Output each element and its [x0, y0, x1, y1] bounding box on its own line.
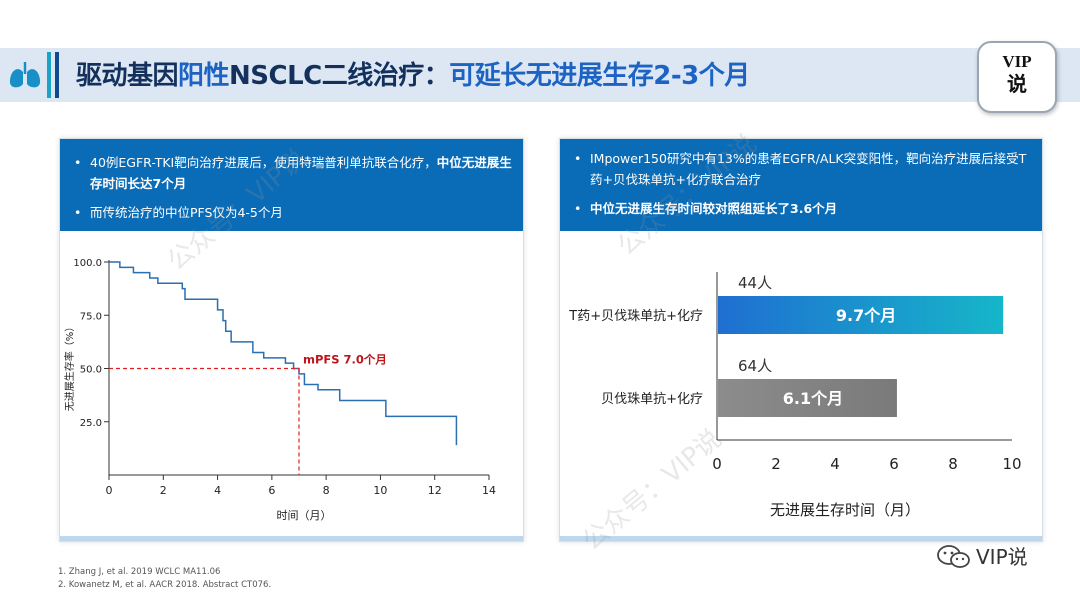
y-axis-label: 无进展生存率（%） [63, 322, 76, 412]
x-tick-label: 0 [106, 484, 113, 497]
badge-line1: VIP [1002, 52, 1032, 71]
x-tick-label: 8 [948, 455, 958, 473]
x-tick-label: 4 [830, 455, 840, 473]
right-bullet-2: • 中位无进展生存时间较对照组延长了3.6个月 [574, 201, 838, 216]
bar [718, 379, 897, 417]
bar-value-label: 6.1个月 [783, 389, 843, 408]
x-tick-label: 10 [1002, 455, 1021, 473]
x-tick-label: 10 [373, 484, 387, 497]
y-tick-label: 50.0 [80, 365, 102, 376]
left-bullet-2: • 而传统治疗的中位PFS仅为4-5个月 [74, 205, 283, 220]
y-tick-label: 75.0 [80, 311, 102, 322]
left-bullet-1: • 40例EGFR-TKI靶向治疗进展后，使用特瑞普利单抗联合化疗，中位无进展生… [74, 155, 512, 191]
x-tick-label: 6 [268, 484, 275, 497]
badge-line2: 说 [1007, 72, 1027, 96]
median-label: mPFS 7.0个月 [303, 353, 387, 367]
x-tick-label: 12 [428, 484, 442, 497]
bar-count-label: 64人 [738, 357, 772, 375]
page-title: 驱动基因阳性NSCLC二线治疗：可延长无进展生存2-3个月 [76, 61, 750, 91]
wechat-icon [937, 545, 970, 568]
x-tick-label: 2 [160, 484, 167, 497]
category-label: T药+贝伐珠单抗+化疗 [568, 309, 703, 324]
bar [718, 296, 1004, 334]
category-label: 贝伐珠单抗+化疗 [601, 392, 703, 407]
panel-footer-strip [60, 536, 523, 541]
title-accent-bar [47, 52, 51, 98]
x-axis-label: 无进展生存时间（月） [770, 501, 920, 519]
wechat-account: VIP说 [936, 543, 1056, 571]
title-bar [0, 48, 1080, 102]
x-axis-label: 时间（月） [277, 509, 332, 522]
vip-logo-badge: VIP 说 [977, 41, 1057, 113]
footnote-1: 1. Zhang J, et al. 2019 WCLC MA11.06 [58, 567, 221, 577]
right-panel-header: • IMpower150研究中有13%的患者EGFR/ALK突变阳性，靶向治疗进… [560, 139, 1042, 231]
x-tick-label: 2 [771, 455, 781, 473]
left-panel-header: • 40例EGFR-TKI靶向治疗进展后，使用特瑞普利单抗联合化疗，中位无进展生… [60, 139, 523, 231]
y-tick-label: 25.0 [80, 418, 102, 429]
x-tick-label: 0 [712, 455, 722, 473]
lung-icon [9, 62, 41, 88]
title-accent-bar [55, 52, 59, 98]
bar-value-label: 9.7个月 [836, 306, 896, 325]
y-tick-label: 100.0 [73, 258, 102, 269]
x-tick-label: 4 [214, 484, 221, 497]
right-bullet-1: • IMpower150研究中有13%的患者EGFR/ALK突变阳性，靶向治疗进… [574, 151, 1027, 187]
x-tick-label: 6 [889, 455, 899, 473]
right-panel: • IMpower150研究中有13%的患者EGFR/ALK突变阳性，靶向治疗进… [559, 138, 1043, 542]
footnote-2: 2. Kowanetz M, et al. AACR 2018. Abstrac… [58, 580, 272, 590]
x-tick-label: 8 [323, 484, 330, 497]
bar-count-label: 44人 [738, 274, 772, 292]
km-survival-line [109, 261, 458, 446]
x-tick-label: 14 [482, 484, 496, 497]
panel-footer-strip [560, 536, 1042, 541]
wechat-label: VIP说 [976, 545, 1028, 569]
